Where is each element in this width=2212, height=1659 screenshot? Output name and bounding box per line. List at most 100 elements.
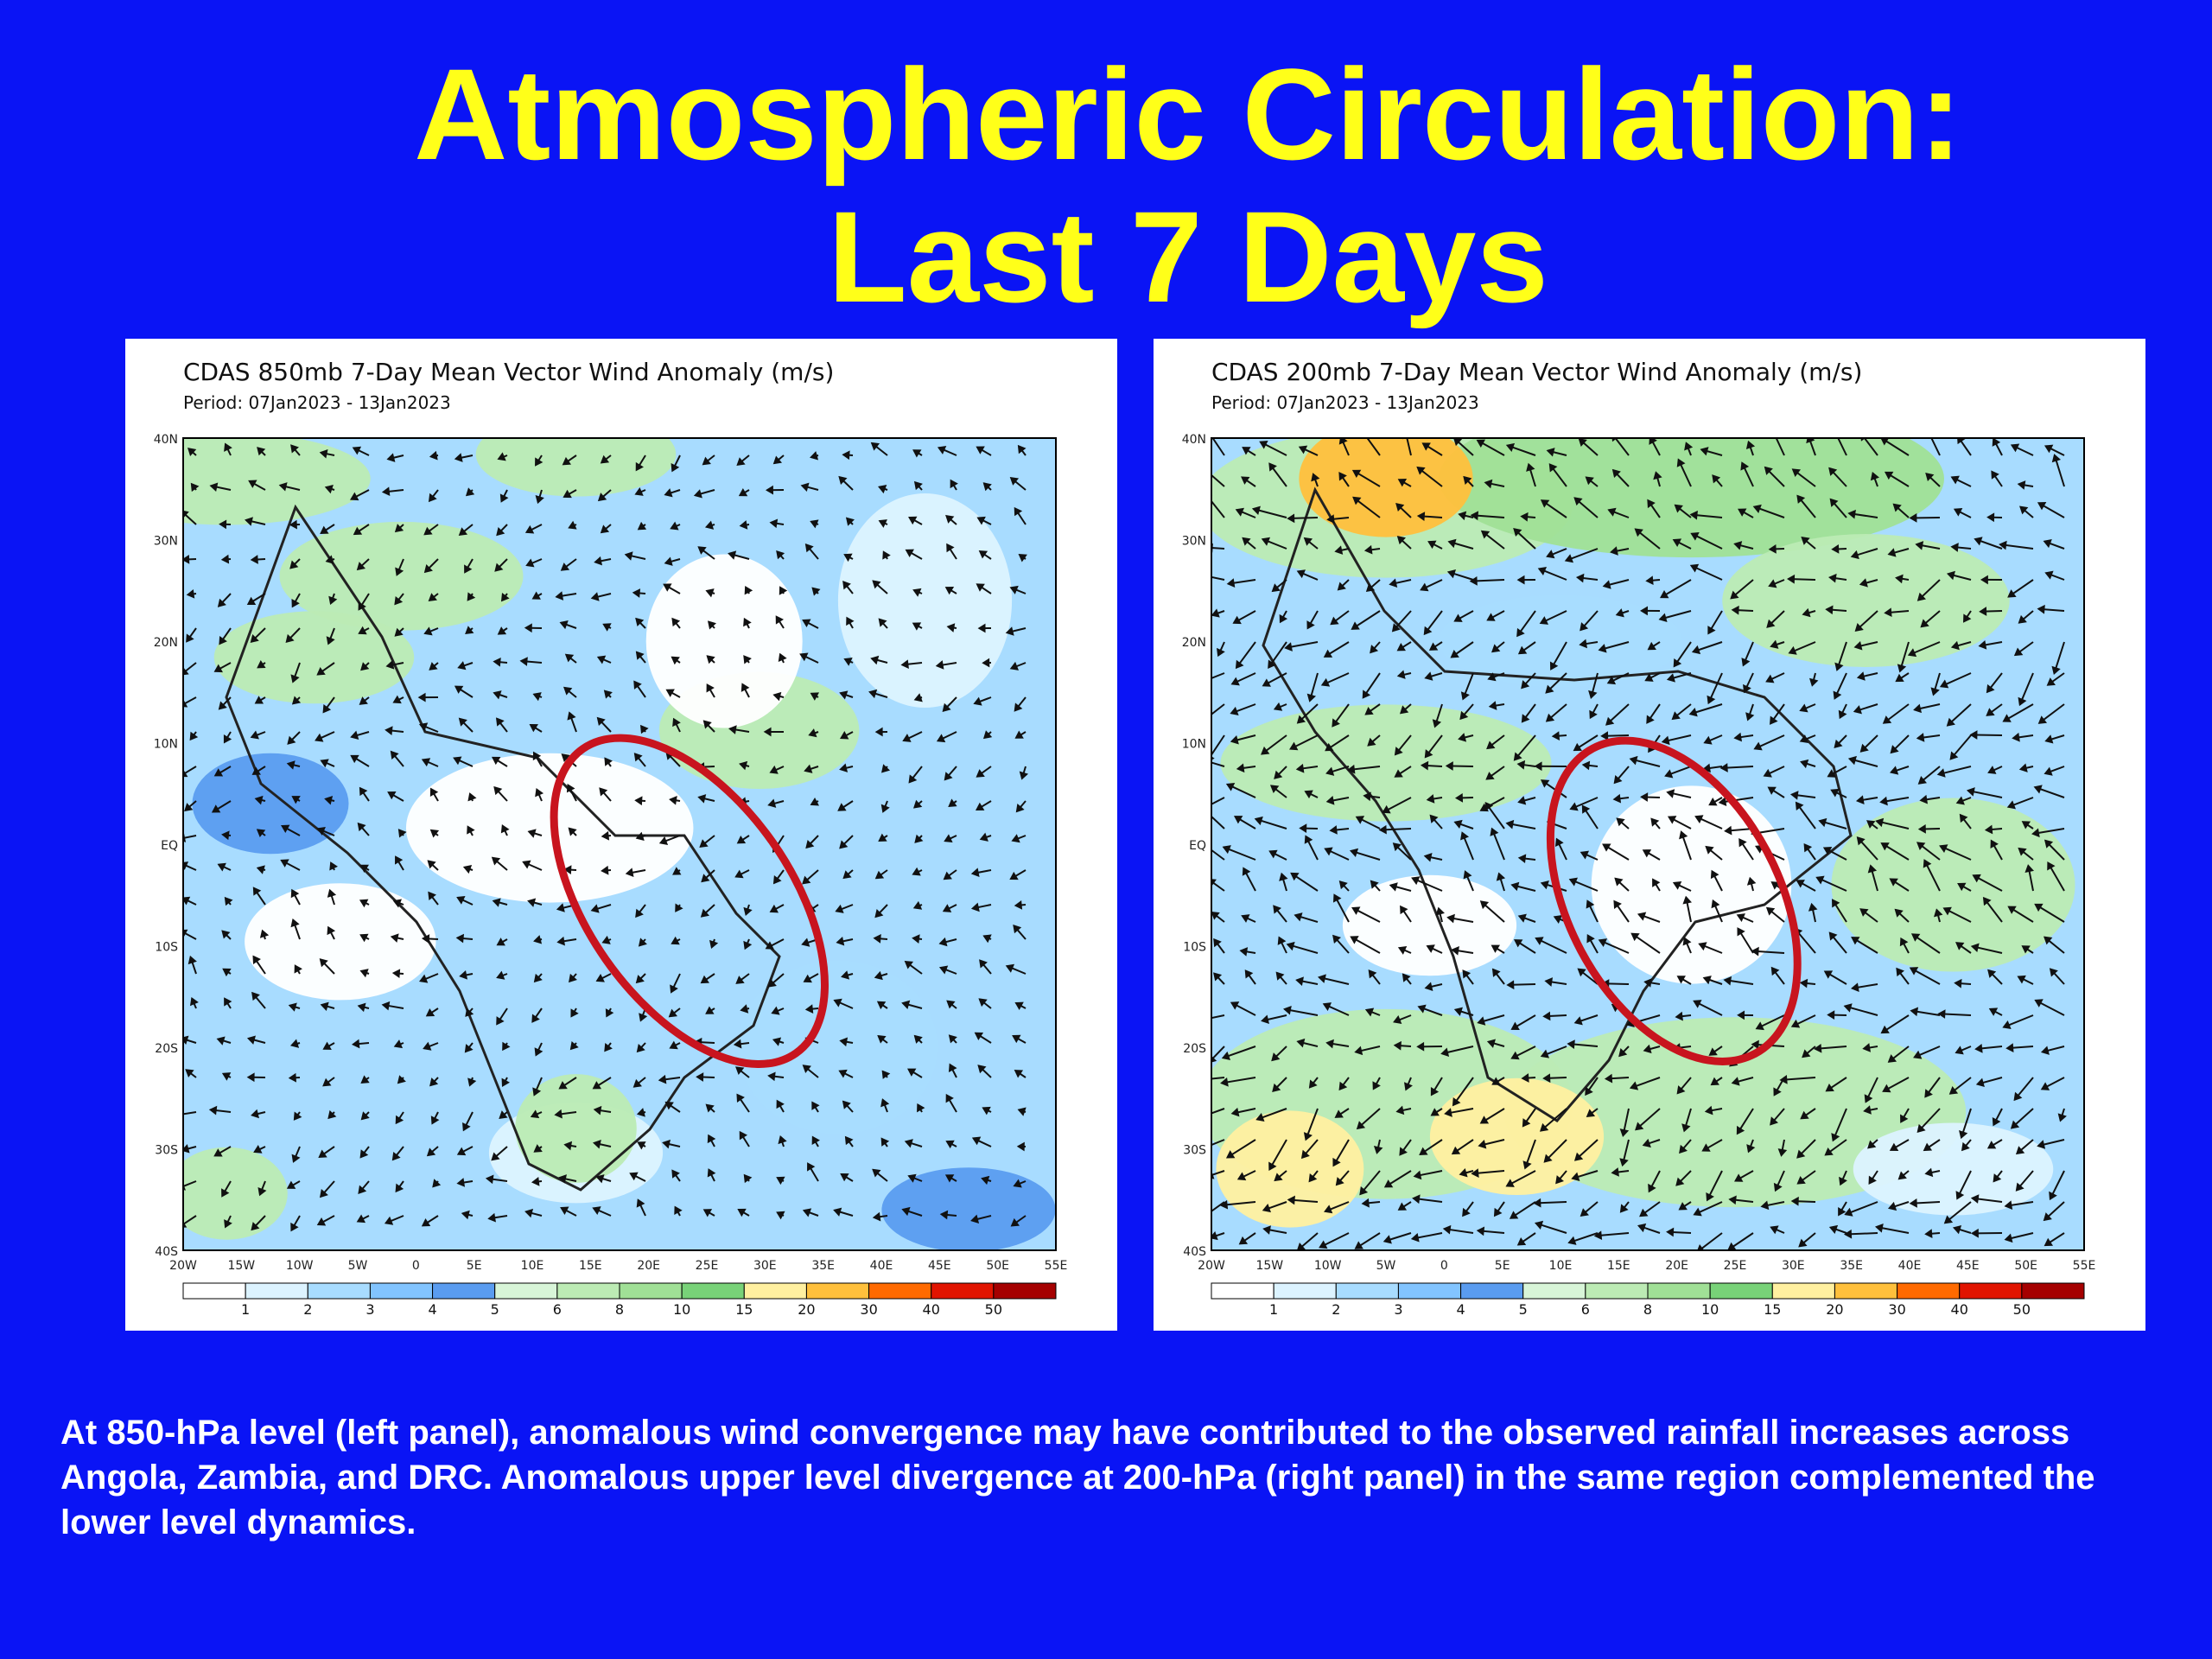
wind-vector-head bbox=[1520, 512, 1529, 522]
wind-vector-head bbox=[2018, 696, 2027, 707]
wind-vector-head bbox=[635, 908, 644, 918]
wind-vector-head bbox=[1540, 1049, 1550, 1058]
wind-vector-head bbox=[1598, 644, 1607, 653]
wind-vector-head bbox=[2018, 847, 2027, 856]
wind-vector-head bbox=[2018, 614, 2027, 624]
wind-vector-head bbox=[2043, 539, 2052, 549]
wind-vector-head bbox=[535, 457, 543, 467]
wind-vector-head bbox=[1014, 506, 1023, 517]
wind-vector-head bbox=[183, 896, 191, 906]
lat-label: 30S bbox=[1183, 1144, 1206, 1158]
colorbar-label: 40 bbox=[923, 1301, 940, 1318]
wind-vector-head bbox=[1868, 1175, 1877, 1185]
wind-vector-head bbox=[938, 937, 948, 947]
lon-label: 50E bbox=[2014, 1259, 2037, 1273]
wind-vector-head bbox=[1851, 937, 1860, 945]
wind-vector-head bbox=[882, 550, 891, 560]
wind-vector-head bbox=[1679, 1144, 1688, 1154]
wind-vector-head bbox=[1731, 605, 1739, 615]
colorbar-swatch bbox=[1709, 1282, 1773, 1300]
wind-vector-head bbox=[1640, 792, 1649, 802]
wind-vector-head bbox=[358, 626, 367, 635]
wind-vector-head bbox=[532, 751, 542, 761]
wind-vector-head bbox=[1506, 980, 1515, 990]
wind-vector-head bbox=[1549, 661, 1559, 671]
wind-vector-head bbox=[1859, 578, 1868, 588]
wind-vector-head bbox=[188, 448, 197, 457]
wind-vector-head bbox=[1937, 1009, 1946, 1019]
wind-vector-head bbox=[359, 1149, 369, 1159]
wind-vector-head bbox=[392, 695, 402, 704]
wind-vector-head bbox=[1195, 807, 1201, 812]
lon-label: 15W bbox=[227, 1259, 255, 1273]
wind-vector-head bbox=[1542, 1073, 1551, 1084]
wind-vector-head bbox=[1513, 752, 1522, 761]
wind-vector-head bbox=[776, 1211, 785, 1220]
wind-vector-head bbox=[1573, 1152, 1584, 1161]
left-shade-14 bbox=[737, 960, 938, 1135]
wind-vector-head bbox=[1955, 1046, 1964, 1055]
wind-vector-head bbox=[1446, 913, 1455, 924]
wind-vector-head bbox=[1235, 659, 1244, 670]
wind-vector-head bbox=[353, 526, 363, 536]
wind-vector-head bbox=[1853, 641, 1863, 651]
wind-vector-head bbox=[1311, 473, 1320, 482]
wind-vector-head bbox=[1598, 938, 1608, 948]
wind-vector-head bbox=[1505, 1179, 1515, 1187]
wind-vector-head bbox=[213, 664, 223, 673]
lon-label: 10E bbox=[1549, 1259, 1573, 1273]
wind-vector-head bbox=[1539, 616, 1549, 625]
wind-vector-head bbox=[1919, 794, 1929, 804]
wind-vector-head bbox=[1970, 1194, 1980, 1204]
wind-vector-head bbox=[1325, 742, 1334, 752]
colorbar-swatch bbox=[931, 1282, 995, 1300]
wind-vector-head bbox=[1610, 546, 1618, 556]
wind-vector-head bbox=[1711, 899, 1720, 909]
wind-vector-head bbox=[1765, 674, 1775, 683]
wind-vector-head bbox=[872, 1211, 881, 1222]
wind-vector-head bbox=[1856, 671, 1866, 681]
wind-vector-head bbox=[1585, 1086, 1593, 1096]
wind-vector-head bbox=[290, 444, 299, 454]
wind-vector-head bbox=[1479, 1116, 1490, 1124]
wind-vector-head bbox=[1800, 1110, 1809, 1120]
wind-vector-head bbox=[1325, 796, 1335, 805]
wind-vector-head bbox=[532, 1087, 542, 1096]
wind-vector-head bbox=[1710, 869, 1719, 880]
wind-vector-head bbox=[320, 759, 329, 768]
wind-vector-head bbox=[2004, 1233, 2013, 1243]
wind-vector-head bbox=[2044, 936, 2053, 945]
colorbar-label: 10 bbox=[1701, 1301, 1719, 1318]
wind-vector-head bbox=[1946, 717, 1955, 727]
wind-vector-head bbox=[222, 968, 232, 977]
wind-vector-head bbox=[624, 551, 633, 561]
wind-vector-head bbox=[842, 450, 850, 461]
wind-vector-head bbox=[810, 451, 819, 461]
wind-vector-head bbox=[1308, 1079, 1318, 1089]
wind-vector-head bbox=[555, 591, 564, 601]
wind-vector-head bbox=[904, 1139, 913, 1148]
lat-label: EQ bbox=[161, 839, 178, 853]
wind-vector-head bbox=[1607, 507, 1617, 517]
right-shade-13 bbox=[1853, 1122, 2054, 1216]
wind-vector-head bbox=[596, 655, 607, 664]
wind-vector-head bbox=[358, 601, 366, 611]
wind-vector-head bbox=[1955, 1191, 1965, 1200]
wind-vector-head bbox=[246, 596, 257, 606]
wind-vector-head bbox=[1428, 642, 1439, 651]
wind-vector-head bbox=[2017, 480, 2026, 490]
wind-vector-head bbox=[1957, 882, 1967, 892]
wind-vector-head bbox=[1884, 607, 1892, 618]
wind-vector-head bbox=[1452, 1097, 1461, 1107]
wind-vector-head bbox=[672, 717, 681, 728]
wind-vector-head bbox=[1743, 683, 1751, 694]
wind-vector-head bbox=[950, 479, 958, 489]
wind-vector-head bbox=[251, 1222, 260, 1231]
wind-vector-head bbox=[391, 969, 401, 979]
wind-vector-head bbox=[176, 1111, 181, 1117]
lat-label: 20S bbox=[1183, 1042, 1206, 1056]
wind-vector-head bbox=[1534, 1220, 1544, 1230]
lat-label: EQ bbox=[1189, 839, 1206, 853]
wind-vector-head bbox=[1693, 1207, 1702, 1217]
wind-vector-head bbox=[807, 1162, 816, 1172]
